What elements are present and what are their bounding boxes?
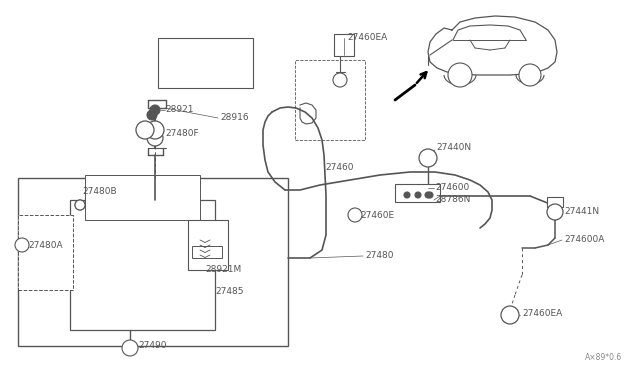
Circle shape [423, 153, 433, 163]
Text: 28921: 28921 [165, 106, 193, 115]
Circle shape [501, 306, 519, 324]
Circle shape [551, 208, 559, 216]
Bar [192, 246, 222, 258]
Circle shape [136, 121, 154, 139]
Circle shape [419, 149, 437, 167]
Text: 27480B: 27480B [82, 187, 116, 196]
Bar [334, 34, 354, 56]
Text: 27480A: 27480A [28, 241, 63, 250]
Circle shape [15, 238, 29, 252]
Text: 28921M: 28921M [205, 266, 241, 275]
Circle shape [519, 64, 541, 86]
Text: 27460EA: 27460EA [347, 33, 387, 42]
Circle shape [75, 200, 85, 210]
Text: 274600A: 274600A [564, 235, 604, 244]
Circle shape [125, 343, 135, 353]
Text: 27480: 27480 [365, 251, 394, 260]
Bar [295, 60, 365, 140]
Circle shape [147, 110, 157, 120]
Circle shape [404, 192, 410, 198]
Circle shape [348, 208, 362, 222]
Text: 27485: 27485 [215, 288, 243, 296]
Circle shape [425, 192, 431, 198]
Circle shape [547, 204, 563, 220]
Text: 28786N: 28786N [435, 196, 470, 205]
Circle shape [122, 340, 138, 356]
Circle shape [75, 200, 85, 210]
Bar [70, 200, 215, 330]
Bar [85, 175, 200, 220]
Circle shape [448, 63, 472, 87]
Circle shape [415, 192, 421, 198]
Circle shape [336, 76, 344, 84]
Circle shape [427, 192, 433, 198]
Text: 27490: 27490 [138, 340, 166, 350]
Text: 28916: 28916 [220, 113, 248, 122]
Circle shape [333, 73, 347, 87]
Circle shape [147, 130, 163, 146]
Text: 27460E: 27460E [360, 211, 394, 219]
Text: 27441N: 27441N [564, 208, 599, 217]
Bar [395, 184, 440, 202]
Bar [18, 178, 288, 346]
Text: 27460: 27460 [325, 164, 353, 173]
Circle shape [150, 105, 160, 115]
Circle shape [505, 310, 515, 320]
Circle shape [18, 241, 26, 249]
Text: 27480F: 27480F [165, 128, 198, 138]
Text: 27460EA: 27460EA [522, 310, 563, 318]
Circle shape [351, 211, 359, 219]
Bar [18, 215, 73, 290]
Text: 27440N: 27440N [436, 144, 471, 153]
Bar [188, 220, 228, 270]
Text: 274600: 274600 [435, 183, 469, 192]
Text: A×89*0.6: A×89*0.6 [585, 353, 622, 362]
Bar [158, 38, 253, 88]
Circle shape [146, 121, 164, 139]
Bar [547, 197, 563, 207]
